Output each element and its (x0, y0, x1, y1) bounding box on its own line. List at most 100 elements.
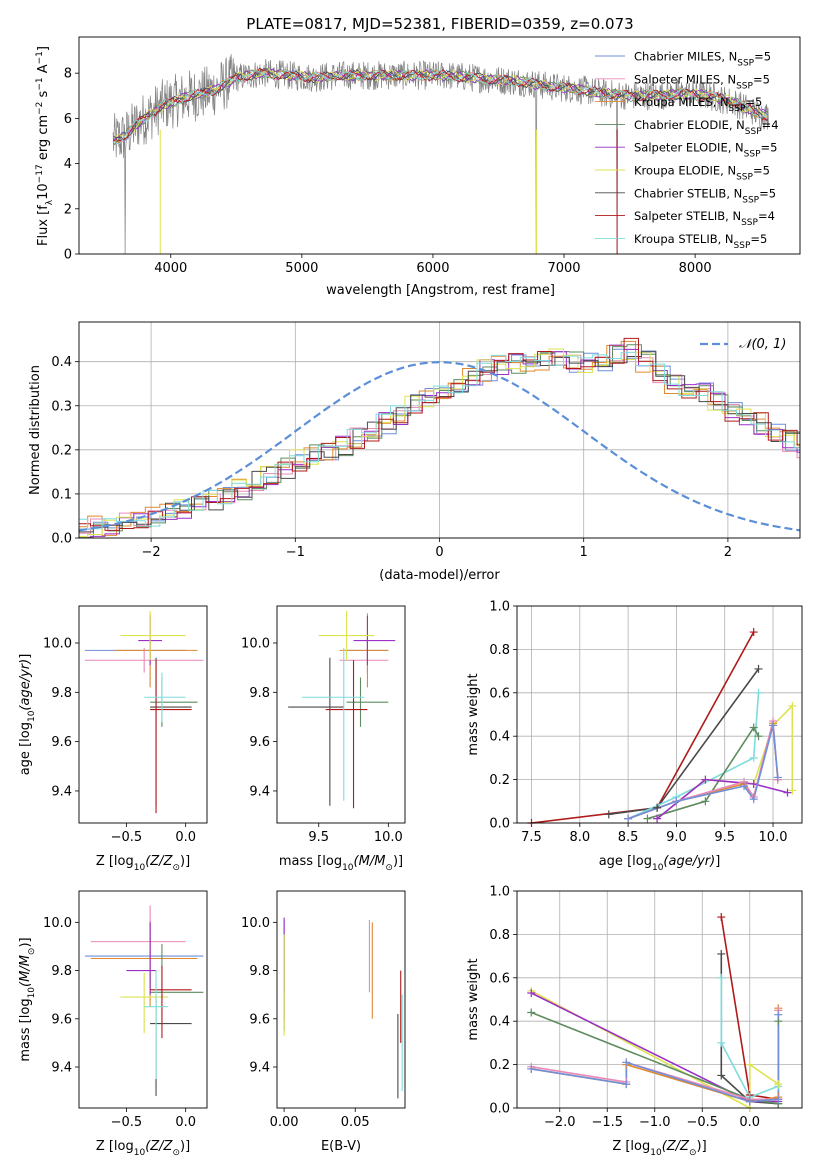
weight-marker (749, 795, 758, 804)
weight-marker (754, 688, 763, 697)
panel-ebv-vs-mass: 0.00 0.05 9.4 9.6 9.8 10.0 E(B-V) (241, 890, 406, 1154)
legend-entry: Kroupa STELIB, NSSP=5 (634, 232, 767, 251)
weight-marker (740, 782, 749, 791)
x-axis-label: age [log10(age/yr)] (599, 854, 721, 873)
x-tick-label: 7.5 (521, 830, 542, 845)
axes-frame (78, 890, 208, 1109)
weight-marker (622, 1080, 631, 1089)
x-tick-label: −1.0 (639, 1115, 671, 1130)
residual-histogram (79, 344, 800, 538)
plot-area (112, 54, 769, 254)
y-tick-label: 0.0 (489, 1102, 510, 1117)
x-tick-label: 0.0 (739, 1115, 760, 1130)
x-tick-label: −0.5 (111, 830, 143, 845)
x-tick-label: 0.0 (175, 830, 196, 845)
axes-frame (516, 605, 803, 824)
y-tick-label: 0.6 (489, 686, 510, 701)
weight-marker (717, 949, 726, 958)
axes-frame (78, 321, 801, 539)
x-axis-label: wavelength [Angstrom, rest frame] (326, 283, 555, 298)
y-tick-label: 0.2 (489, 773, 510, 788)
plot-area (283, 917, 403, 1099)
weight-marker (527, 988, 536, 997)
x-tick-label: 10.0 (759, 830, 788, 845)
x-tick-label: 0 (435, 545, 443, 560)
y-tick-label: 9.4 (249, 784, 270, 799)
y-tick-label: 9.4 (51, 1061, 72, 1076)
y-tick-label: 0.4 (489, 1015, 510, 1030)
y-tick-label: 0.6 (489, 971, 510, 986)
plot-area (79, 337, 800, 538)
y-axis-label: Flux [fλ10−17 erg cm−2 s−1 A−1] (35, 46, 55, 246)
y-tick-label: 0.2 (489, 1058, 510, 1073)
weight-line (627, 725, 779, 820)
y-tick-label: 4 (64, 157, 72, 172)
plot-area (84, 905, 204, 1096)
x-tick-label: 2 (724, 545, 732, 560)
y-tick-label: 0.4 (489, 730, 510, 745)
weight-marker (754, 664, 763, 673)
weight-marker (749, 628, 758, 637)
weight-marker (754, 732, 763, 741)
weight-line (647, 725, 760, 820)
weight-marker (527, 1008, 536, 1017)
residual-histogram (79, 348, 800, 538)
y-tick-label: 9.6 (51, 735, 72, 750)
weight-marker (774, 1010, 783, 1019)
weight-marker (774, 1080, 783, 1089)
weight-marker (773, 773, 782, 782)
x-tick-label: 0.0 (175, 1115, 196, 1130)
x-tick-label: 0.05 (341, 1115, 370, 1130)
x-tick-label: −2 (142, 545, 161, 560)
y-tick-label: 9.8 (51, 686, 72, 701)
y-tick-label: 10.0 (43, 916, 72, 931)
x-tick-label: 8.0 (569, 830, 590, 845)
legend-entry: Salpeter MILES, NSSP=5 (634, 72, 770, 91)
x-tick-label: 10.0 (374, 830, 403, 845)
axes-frame (276, 890, 406, 1109)
y-tick-label: 9.6 (249, 1012, 270, 1027)
axes-frame (276, 605, 406, 824)
weight-marker (788, 701, 797, 710)
x-tick-label: 4000 (154, 261, 187, 276)
panel-z-vs-age: −0.5 0.0 9.4 9.6 9.8 10.0 Z [log10(Z/Z⊙)] age [… (18, 605, 208, 873)
panel-mass-vs-age: 9.5 10.0 9.4 9.6 9.8 10.0 mass [log10(M/M⊙)] (241, 605, 406, 873)
x-tick-label: −1 (286, 545, 305, 560)
y-tick-label: 9.8 (51, 964, 72, 979)
y-tick-label: 6 (64, 112, 72, 127)
weight-marker (749, 753, 758, 762)
weight-marker (745, 1097, 754, 1106)
weight-marker (653, 803, 662, 812)
x-axis-label: Z [log10(Z/Z⊙)] (96, 854, 190, 873)
x-tick-label: 0.00 (270, 1115, 299, 1130)
weight-marker (701, 797, 710, 806)
weight-marker (672, 797, 681, 806)
y-tick-label: 9.6 (249, 735, 270, 750)
x-tick-label: 9.0 (666, 830, 687, 845)
legend-entry: Chabrier MILES, NSSP=5 (634, 50, 771, 69)
weight-marker (701, 775, 710, 784)
x-tick-label: 5000 (285, 261, 318, 276)
y-tick-label: 0.2 (51, 443, 72, 458)
y-tick-label: 8 (64, 67, 72, 82)
panel-z-vs-weight: −2.0 −1.5 −1.0 −0.5 0.0 0.0 0.2 0.4 0.6 0.8 1.0 Z [… (466, 885, 803, 1158)
legend-entry: Salpeter ELODIE, NSSP=5 (634, 141, 777, 160)
x-tick-label: 6000 (416, 261, 449, 276)
y-tick-label: 10.0 (241, 916, 270, 931)
model-spectrum (112, 67, 768, 142)
x-tick-label: 1 (580, 545, 588, 560)
weight-marker (643, 814, 652, 823)
y-tick-label: 0.0 (489, 817, 510, 832)
residual-histogram (79, 344, 800, 538)
weight-marker (604, 810, 613, 819)
weight-marker (653, 814, 662, 823)
weight-line (720, 977, 779, 1099)
weight-marker (717, 1071, 726, 1080)
y-tick-label: 0.1 (51, 487, 72, 502)
weight-marker (788, 786, 797, 795)
weight-marker (717, 913, 726, 922)
weight-marker (745, 1060, 754, 1069)
panel-spectrum: 4000 5000 6000 7000 8000 0 2 4 6 8 wavelength [Ang… (35, 36, 801, 298)
x-axis-label: Z [log10(Z/Z⊙)] (612, 1139, 706, 1158)
weight-line (531, 631, 755, 823)
